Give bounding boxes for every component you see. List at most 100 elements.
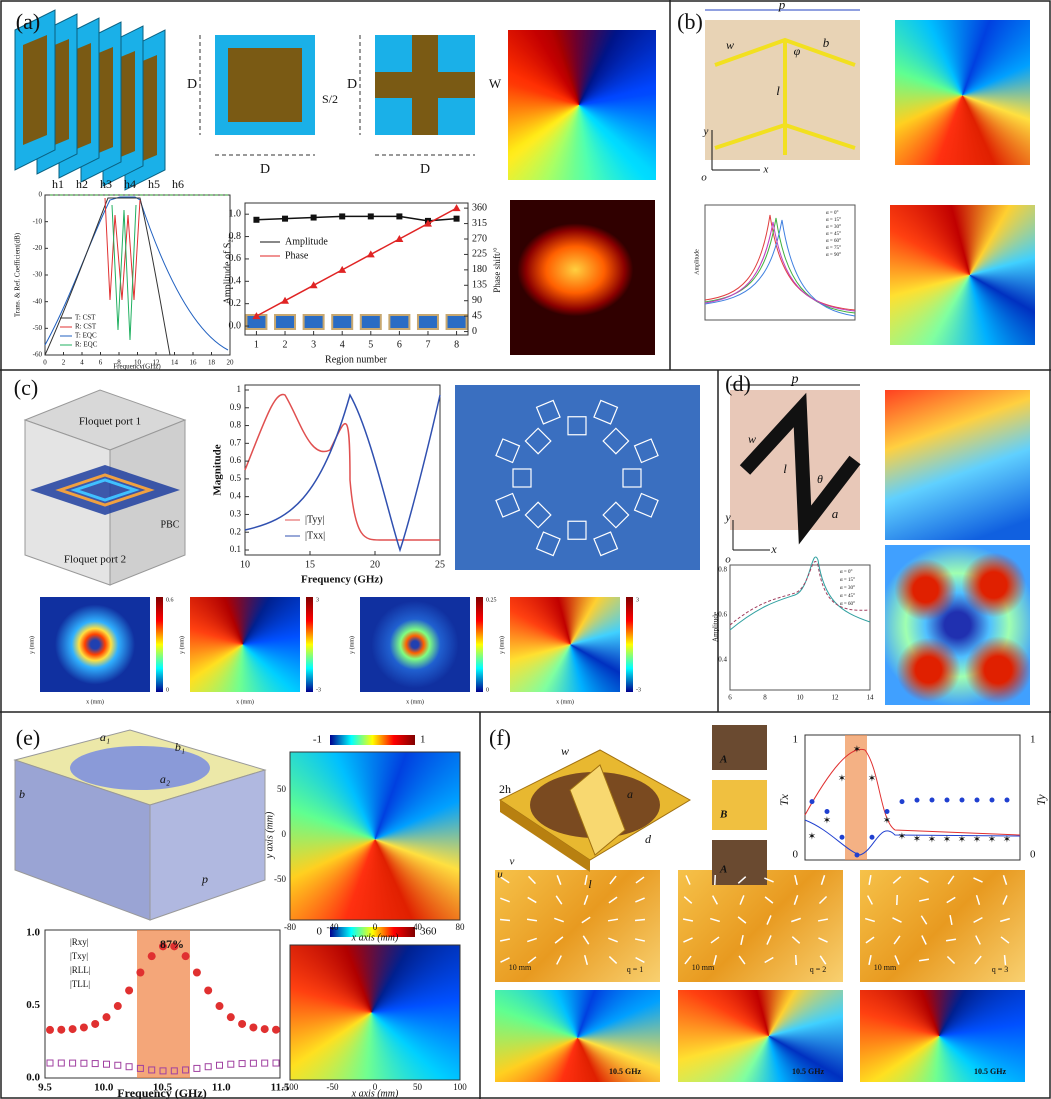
legend-label: |Txy| xyxy=(70,951,88,961)
x-tick-label: 8 xyxy=(117,359,121,367)
arrow-dash xyxy=(794,954,798,966)
marker xyxy=(974,797,980,803)
label: o xyxy=(701,172,707,184)
arrow-dash xyxy=(555,895,563,905)
legend-label: Amplitude xyxy=(285,236,328,247)
axes-arrows xyxy=(711,130,760,171)
axis-title: Frequency (GHz) xyxy=(301,574,383,586)
x-tick-label: 2 xyxy=(62,359,66,367)
marker xyxy=(396,213,403,220)
x-tick-label: 0 xyxy=(373,922,378,932)
y-tick-label: 0.8 xyxy=(230,420,242,430)
marker xyxy=(249,1023,258,1032)
colorbar xyxy=(626,597,633,692)
x-tick-label: -80 xyxy=(284,922,296,932)
x-tick-label: -50 xyxy=(327,1082,339,1092)
marker xyxy=(102,1013,111,1022)
legend-label: R: CST xyxy=(75,323,97,331)
label: x xyxy=(770,542,777,556)
axes xyxy=(704,204,856,321)
ring-cell xyxy=(567,416,587,436)
arrow-dash xyxy=(737,876,747,884)
arrow-dash xyxy=(608,896,618,904)
y-tick-label: 0.2 xyxy=(229,298,242,309)
arrow-dash xyxy=(819,955,827,965)
marker xyxy=(215,1002,224,1011)
arrow-dash xyxy=(865,936,875,944)
arrow-dash xyxy=(737,916,747,924)
arrow-dash xyxy=(740,934,744,946)
marker xyxy=(193,1064,201,1072)
ring-cell xyxy=(524,427,552,455)
x-tick-label: 3 xyxy=(311,339,316,350)
x-tick-label: -40 xyxy=(327,922,339,932)
marker xyxy=(281,296,290,304)
arrow-dash xyxy=(608,956,618,964)
x-tick-label: 5 xyxy=(368,339,373,350)
arrow-dash xyxy=(556,955,562,965)
y-tick-label: -50 xyxy=(274,874,286,884)
label: -1 xyxy=(313,734,322,746)
label: 10.5 GHz xyxy=(974,1067,1006,1076)
label: b₁ xyxy=(175,740,185,754)
x-tick-label: 6 xyxy=(397,339,402,350)
label: l xyxy=(783,461,787,476)
label: Amplitude of S₂₁ xyxy=(222,236,233,305)
arrow-dash xyxy=(918,958,930,962)
ring-cell xyxy=(495,438,521,464)
marker-star: ✶ xyxy=(928,834,936,845)
band xyxy=(137,930,190,1078)
label: y (mm) xyxy=(28,636,35,654)
x-tick-label: 11.0 xyxy=(212,1082,231,1094)
axes xyxy=(244,384,441,556)
marker xyxy=(309,281,318,289)
marker xyxy=(272,1025,280,1034)
legend-label: R: EQC xyxy=(75,341,98,349)
curve xyxy=(44,197,171,356)
arrow-dash xyxy=(554,917,564,923)
label: a xyxy=(832,506,839,521)
arrow-dash xyxy=(946,955,956,965)
marker xyxy=(91,1060,99,1068)
curve xyxy=(244,393,441,553)
y-tick-label: 0 xyxy=(282,829,287,839)
label: Frequency(GHz) xyxy=(113,363,161,371)
y-tick-label: -10 xyxy=(33,217,43,225)
panel-label: (e) xyxy=(16,725,40,750)
arrow-dash xyxy=(682,918,694,922)
label: a₂ xyxy=(160,772,170,786)
arrow-dash xyxy=(947,875,955,885)
unit-cell xyxy=(705,20,860,160)
label: 3 xyxy=(316,597,319,603)
y-tick-label: -20 xyxy=(33,244,43,252)
marker xyxy=(260,1025,269,1034)
marker xyxy=(1004,797,1010,803)
label: h2 xyxy=(76,177,88,191)
label: φ xyxy=(794,44,801,58)
arrow-dash xyxy=(500,897,510,903)
legend-label: |TLL| xyxy=(70,979,90,989)
label: x (mm) xyxy=(556,698,574,705)
arrow-dash xyxy=(685,875,691,885)
marker xyxy=(46,1025,54,1034)
cell-a xyxy=(712,840,767,885)
label: 10 mm xyxy=(874,963,897,972)
label: -3 xyxy=(636,687,641,693)
arrow-dash xyxy=(583,954,589,966)
y-tick-label: 0.1 xyxy=(230,544,241,554)
x-tick-label: 25 xyxy=(435,559,445,570)
arrow-dash xyxy=(975,935,981,945)
panel-label: (f) xyxy=(489,725,511,750)
axes xyxy=(289,751,461,921)
curve xyxy=(44,196,229,351)
region-cell xyxy=(445,314,468,330)
legend-label: α = 45° xyxy=(840,594,855,599)
arrow-dash xyxy=(764,896,774,904)
arrow-dash xyxy=(818,895,828,905)
arrow-dash xyxy=(635,956,645,964)
marker xyxy=(854,852,860,858)
x-tick-label: 14 xyxy=(171,359,179,367)
label: 1 xyxy=(1030,734,1036,746)
arrow-dash xyxy=(766,915,772,925)
marker-star: ✶ xyxy=(853,744,861,755)
